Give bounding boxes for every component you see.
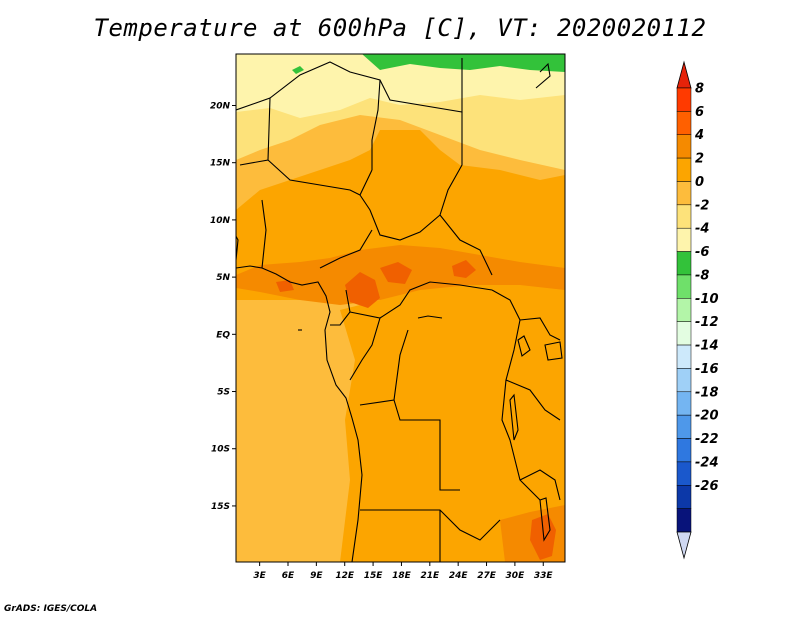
colorbar-top-arrow — [676, 60, 692, 89]
lat-tick-label: 5S — [217, 388, 230, 398]
lon-tick-label: 21E — [420, 571, 440, 581]
colorbar-swatch — [676, 181, 692, 206]
lon-tick-label: 18E — [392, 571, 412, 581]
colorbar-label: 6 — [695, 105, 704, 120]
colorbar-swatch — [676, 508, 692, 533]
field-band-lt-m4-spot — [292, 66, 304, 74]
colorbar-label: -22 — [695, 432, 719, 447]
colorbar-swatch — [676, 461, 692, 486]
lon-tick-label: 33E — [534, 571, 554, 581]
colorbar-swatch — [676, 368, 692, 393]
colorbar-swatch — [676, 274, 692, 299]
lon-tick-label: 30E — [506, 571, 526, 581]
lon-tick-label: 15E — [364, 571, 384, 581]
colorbar-label: -14 — [695, 339, 719, 354]
colorbar-swatch — [676, 414, 692, 439]
colorbar-label: -4 — [695, 222, 709, 237]
field-band-lt-m4 — [362, 54, 565, 72]
colorbar-label: -26 — [695, 479, 719, 494]
plot-frame — [235, 53, 566, 563]
colorbar-swatch — [676, 111, 692, 135]
colorbar-label: -6 — [695, 245, 709, 260]
colorbar-label: -24 — [695, 455, 719, 470]
lon-tick-label: 6E — [282, 571, 295, 581]
lat-tick-label: 20N — [210, 101, 231, 111]
lon-tick-label: 9E — [310, 571, 323, 581]
latitude-axis: 20N 15N 10N 5N EQ 5S 10S 15S — [210, 101, 236, 512]
lon-tick-label: 24E — [449, 571, 469, 581]
lon-tick-label: 3E — [253, 571, 266, 581]
lat-tick-label: EQ — [216, 330, 230, 340]
country-borders — [236, 58, 563, 562]
temperature-field — [236, 54, 565, 562]
colorbar-label: -18 — [695, 385, 719, 400]
lon-tick-label: 12E — [335, 571, 355, 581]
colorbar-label: 2 — [695, 152, 704, 167]
lat-tick-label: 15S — [211, 502, 230, 512]
colorbar-label: 8 — [695, 82, 704, 97]
field-band-6-8-spot-1 — [345, 272, 380, 308]
colorbar-swatch — [676, 438, 692, 463]
colorbar-swatch — [676, 485, 692, 509]
colorbar-swatch — [676, 344, 692, 369]
field-band-m4-m2 — [236, 54, 565, 118]
colorbar-label: -16 — [695, 362, 719, 377]
colorbar: 8 6 4 2 0 -2 -4 -6 -8 -10 -12 -14 -16 -18 -20 -22 -24 -26 — [676, 60, 719, 560]
colorbar-label: 0 — [695, 175, 704, 190]
colorbar-swatch — [676, 204, 692, 229]
colorbar-swatch — [676, 251, 692, 276]
colorbar-label: -20 — [695, 409, 719, 424]
colorbar-swatch — [676, 227, 692, 252]
field-band-6-8-spot-3 — [452, 260, 476, 278]
map-title: Temperature at 600hPa [C], VT: 202002011… — [93, 14, 707, 42]
colorbar-label: -12 — [695, 315, 719, 330]
colorbar-label: -2 — [695, 198, 709, 213]
colorbar-swatch — [676, 321, 692, 346]
lon-tick-label: 27E — [477, 571, 497, 581]
longitude-axis: 3E 6E 9E 12E 15E 18E 21E 24E 27E 30E 33E — [253, 562, 553, 581]
colorbar-swatch — [676, 134, 692, 159]
colorbar-bottom-arrow — [676, 531, 692, 560]
colorbar-swatch — [676, 391, 692, 416]
colorbar-label: -10 — [695, 292, 719, 307]
lat-tick-label: 15N — [210, 159, 231, 169]
field-band-6-8-spot-5 — [276, 280, 294, 292]
colorbar-swatch — [676, 298, 692, 322]
grads-credit: GrADS: IGES/COLA — [4, 604, 98, 614]
lat-tick-label: 10S — [211, 445, 230, 455]
colorbar-swatch — [676, 87, 692, 112]
lat-tick-label: 10N — [210, 216, 231, 226]
field-band-2-4-south — [340, 280, 565, 562]
field-band-6-8-spot-2 — [380, 262, 412, 284]
colorbar-swatch — [676, 157, 692, 182]
colorbar-label: 4 — [694, 128, 704, 143]
colorbar-label: -8 — [695, 268, 709, 283]
lat-tick-label: 5N — [216, 273, 230, 283]
